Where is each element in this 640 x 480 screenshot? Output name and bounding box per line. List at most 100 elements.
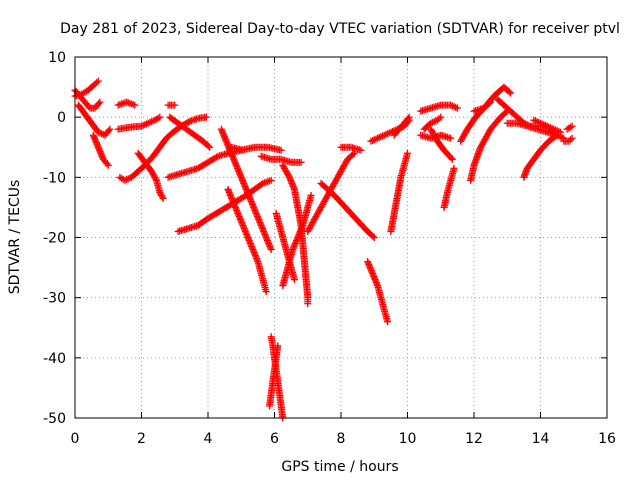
data-point [146, 118, 154, 126]
data-point [336, 169, 344, 177]
data-point [267, 246, 275, 254]
data-point [333, 175, 341, 183]
data-point [312, 212, 320, 220]
data-point [550, 125, 558, 133]
data-point [340, 161, 348, 169]
data-point [332, 176, 340, 184]
data-point [532, 117, 540, 125]
data-point [404, 149, 411, 157]
data-point [477, 143, 485, 151]
data-point [379, 132, 387, 140]
data-point [380, 131, 388, 139]
data-point [316, 205, 324, 213]
data-point [141, 121, 149, 129]
data-point [460, 131, 468, 139]
data-point [538, 120, 546, 128]
data-point [485, 128, 493, 136]
data-point [138, 122, 145, 130]
data-point [305, 226, 313, 234]
data-point [341, 160, 349, 168]
data-point [106, 125, 114, 133]
data-point [335, 170, 343, 178]
data-point [149, 170, 157, 178]
y-tick-label: -40 [43, 351, 66, 367]
y-tick-label: 0 [57, 110, 66, 126]
data-point [505, 88, 513, 96]
data-point [91, 80, 99, 88]
data-point [105, 127, 113, 135]
x-tick-label: 6 [270, 431, 279, 447]
data-point [427, 119, 435, 127]
data-point [147, 167, 155, 175]
data-point [540, 121, 548, 129]
data-point [147, 118, 155, 126]
data-point [558, 133, 566, 141]
data-point [142, 120, 150, 128]
data-point [375, 133, 383, 141]
data-point [535, 118, 543, 126]
data-point [478, 140, 486, 148]
data-point [280, 164, 288, 172]
data-point [432, 134, 440, 142]
data-point [157, 190, 165, 198]
data-point [152, 175, 160, 183]
data-point [277, 146, 285, 154]
data-point [459, 133, 467, 141]
data-point [428, 118, 436, 126]
data-point [202, 113, 210, 121]
data-point [318, 202, 326, 210]
y-axis-label: SDTVAR / TECUs [7, 180, 23, 295]
data-point [330, 181, 338, 189]
data-point [96, 129, 104, 137]
data-point [151, 173, 159, 181]
data-point [329, 182, 337, 190]
data-point [369, 136, 377, 144]
data-point [154, 114, 162, 122]
data-point [150, 172, 158, 180]
data-point [481, 136, 489, 144]
data-point [357, 146, 365, 154]
data-point [553, 127, 561, 135]
data-point [156, 188, 164, 196]
data-point [158, 193, 166, 201]
data-point [320, 199, 328, 207]
data-point [156, 113, 164, 121]
data-point [131, 101, 139, 109]
data-point [94, 128, 102, 136]
data-point [93, 79, 101, 87]
data-point [337, 167, 345, 175]
data-point [458, 136, 466, 144]
data-point [480, 137, 488, 145]
data-point [148, 169, 156, 177]
data-point [370, 234, 378, 241]
data-point [304, 300, 312, 308]
data-point [548, 124, 556, 132]
data-point [568, 122, 576, 130]
data-point [335, 172, 343, 180]
x-tick-label: 16 [598, 431, 616, 447]
data-point [433, 116, 441, 124]
data-point [382, 130, 390, 138]
data-point [429, 130, 437, 138]
data-point [385, 129, 393, 137]
data-point [551, 126, 559, 134]
data-point [320, 197, 328, 205]
data-point [462, 128, 470, 136]
data-point [311, 214, 319, 222]
data-point [184, 118, 192, 126]
data-point [339, 164, 347, 172]
data-point [448, 102, 456, 110]
data-point [171, 101, 179, 109]
data-point [372, 135, 380, 143]
x-tick-label: 0 [71, 431, 80, 447]
data-point [447, 101, 455, 109]
data-point [458, 134, 466, 142]
data-point [310, 217, 318, 225]
data-point [239, 146, 247, 154]
data-point [121, 176, 129, 184]
data-point [453, 104, 461, 112]
data-point [530, 116, 538, 124]
data-point [144, 119, 152, 127]
data-point [330, 179, 338, 187]
data-point [545, 123, 553, 131]
